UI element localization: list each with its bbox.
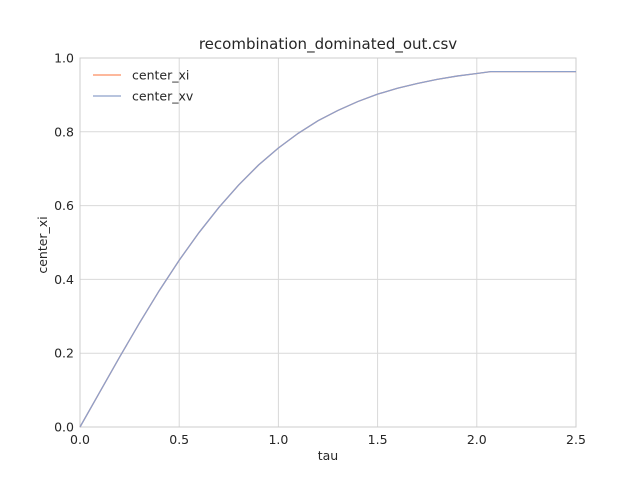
legend-label: center_xi <box>132 68 189 83</box>
series-line-center_xv <box>79 71 576 428</box>
y-tick-label: 0.4 <box>54 272 74 287</box>
legend-label: center_xv <box>132 89 194 104</box>
y-tick-label: 0.2 <box>54 346 74 361</box>
x-axis-ticks: 0.0 0.5 1.0 1.5 2.0 2.5 <box>70 432 586 447</box>
x-tick-label: 2.0 <box>467 432 487 447</box>
chart-title: recombination_dominated_out.csv <box>199 35 457 54</box>
x-tick-label: 0.5 <box>169 432 189 447</box>
x-tick-label: 1.0 <box>268 432 288 447</box>
x-tick-label: 2.5 <box>566 432 586 447</box>
x-axis-label: tau <box>318 448 338 463</box>
x-tick-label: 0.0 <box>70 432 90 447</box>
y-axis-label: center_xi <box>35 216 50 273</box>
plot-area-frame <box>79 57 577 428</box>
series-layer <box>79 71 576 428</box>
y-tick-label: 0.0 <box>54 420 74 435</box>
y-axis-ticks: 0.0 0.2 0.4 0.6 0.8 1.0 <box>54 51 74 435</box>
x-tick-label: 1.5 <box>368 432 388 447</box>
y-tick-label: 0.6 <box>54 198 74 213</box>
y-tick-label: 0.8 <box>54 124 74 139</box>
legend: center_xi center_xv <box>93 68 194 104</box>
y-tick-label: 1.0 <box>54 51 74 66</box>
grid-lines <box>79 57 577 428</box>
